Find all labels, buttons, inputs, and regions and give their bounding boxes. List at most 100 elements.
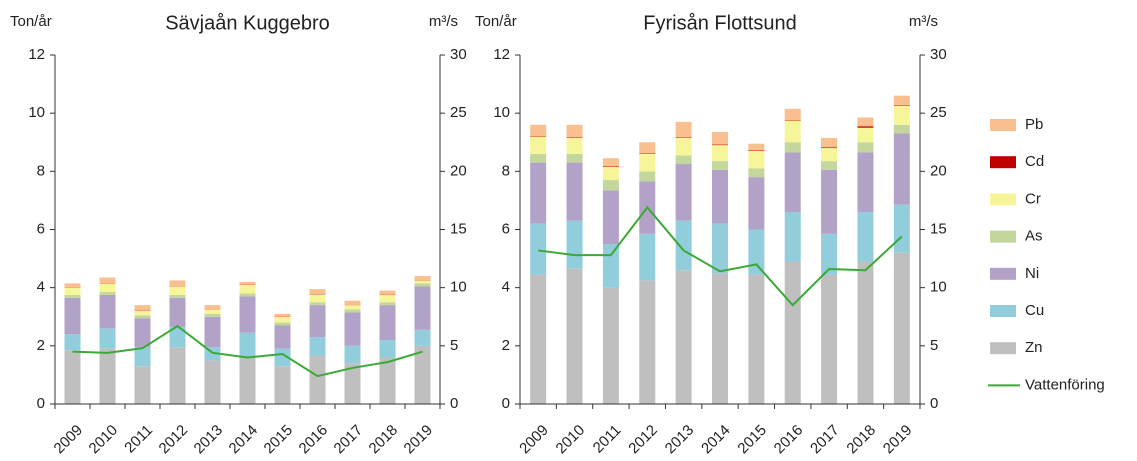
bar-segment [857, 127, 874, 143]
y2-tick-label: 10 [450, 279, 467, 296]
bar-segment [893, 133, 910, 205]
bar-segment [344, 312, 361, 346]
bar-segment [893, 252, 910, 404]
y-tick-label: 12 [493, 46, 510, 63]
bar-segment [530, 153, 547, 163]
bar-segment [675, 164, 692, 221]
bar-segment [379, 294, 396, 303]
legend-label: As [1025, 228, 1043, 245]
bar-segment [204, 309, 221, 314]
bar-segment [239, 332, 256, 358]
bar-segment [99, 348, 116, 404]
x-tick-label: 2014 [698, 422, 734, 458]
x-tick-label: 2019 [401, 422, 437, 458]
bar-segment [274, 316, 291, 323]
y-tick-label: 0 [502, 395, 510, 412]
legend-swatch [990, 193, 1016, 206]
bar-segment [169, 286, 186, 295]
y2-tick-label: 30 [930, 46, 947, 63]
y2-tick-label: 30 [450, 46, 467, 63]
bar-segment [169, 294, 186, 298]
bar-segment [639, 280, 656, 404]
bar-segment [857, 126, 874, 128]
bar-segment [821, 169, 838, 234]
bar-segment [784, 120, 801, 143]
legend-label: Cu [1025, 302, 1044, 319]
bar-segment [566, 220, 583, 269]
bar-segment [530, 162, 547, 224]
x-tick-label: 2016 [296, 422, 332, 458]
bar-segment [857, 142, 874, 153]
x-tick-label: 2011 [121, 422, 156, 457]
y-tick-label: 8 [502, 162, 510, 179]
bar-segment [204, 316, 221, 348]
bar-segment [134, 318, 151, 348]
y2-tick-label: 25 [930, 104, 947, 121]
y2-tick-label: 20 [930, 162, 947, 179]
bar-segment [893, 105, 910, 106]
bar-segment [639, 153, 656, 154]
x-tick-label: 2010 [553, 422, 589, 458]
x-tick-label: 2013 [662, 422, 698, 458]
bar-segment [414, 286, 431, 330]
legend-label: Pb [1025, 116, 1043, 133]
x-tick-label: 2009 [516, 422, 552, 458]
x-tick-label: 2014 [226, 422, 262, 458]
bar-segment [748, 274, 765, 404]
bar-segment [134, 315, 151, 319]
bar-segment [379, 302, 396, 306]
legend-swatch [990, 267, 1016, 280]
bar-segment [639, 233, 656, 281]
legend-swatch [990, 156, 1016, 169]
x-tick-label: 2016 [771, 422, 807, 458]
bar-segment [379, 357, 396, 404]
x-tick-label: 2017 [331, 422, 367, 458]
bar-segment [566, 137, 583, 154]
bar-segment [602, 166, 619, 167]
bar-segment [857, 261, 874, 404]
y2-tick-label: 15 [930, 220, 947, 237]
y-tick-label: 6 [37, 220, 45, 237]
bar-segment [675, 220, 692, 271]
bar-segment [821, 233, 838, 275]
legend-swatch [990, 119, 1016, 131]
bar-segment [309, 302, 326, 306]
bar-segment [566, 124, 583, 138]
bar-segment [857, 117, 874, 127]
bar-segment [530, 124, 547, 136]
bar-segment [64, 287, 81, 295]
legend-label: Cd [1025, 153, 1044, 170]
legend-label: Vattenföring [1025, 376, 1105, 393]
y-tick-label: 12 [28, 46, 45, 63]
bar-segment [675, 121, 692, 138]
bar-segment [309, 337, 326, 357]
y-tick-label: 2 [502, 337, 510, 354]
bar-segment [414, 276, 431, 281]
bar-segment [857, 152, 874, 213]
x-tick-label: 2009 [51, 422, 87, 458]
y2-tick-label: 10 [930, 279, 947, 296]
bar-segment [893, 124, 910, 134]
bar-segment [639, 142, 656, 154]
bar-segment [530, 136, 547, 154]
bar-segment [748, 229, 765, 275]
bar-segment [239, 293, 256, 297]
x-tick-label: 2018 [843, 422, 879, 458]
flow-line [538, 205, 903, 307]
x-tick-label: 2015 [734, 422, 770, 458]
bar-segment [169, 326, 186, 348]
bar-segment [821, 137, 838, 148]
bar-segment [344, 305, 361, 310]
bar-segment [784, 142, 801, 153]
bar-segment [712, 145, 728, 162]
bar-segment [344, 309, 361, 313]
bar-segment [169, 347, 186, 404]
bar-segment [309, 289, 326, 295]
bar-segment [712, 144, 728, 146]
y-axis-label: Ton/år [475, 13, 517, 30]
bar-segment [64, 350, 81, 404]
bar-segment [134, 347, 151, 367]
bar-segment [99, 277, 116, 284]
bar-segment [274, 322, 291, 326]
y2-axis-label: m³/s [909, 13, 938, 30]
